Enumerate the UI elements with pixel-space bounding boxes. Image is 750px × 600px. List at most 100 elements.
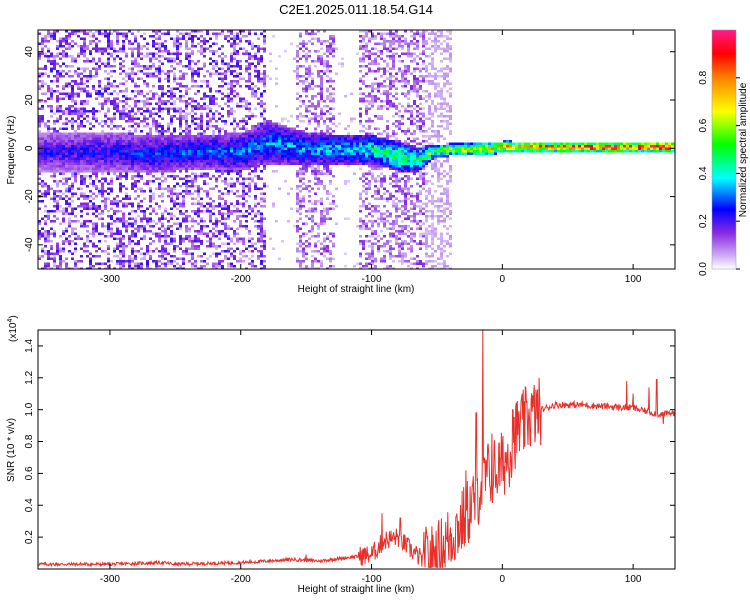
spectrogram-cell <box>134 232 137 235</box>
spectrogram-cell <box>86 140 89 143</box>
spectrogram-cell <box>155 152 158 155</box>
spectrogram-cell <box>215 217 218 220</box>
spectrogram-cell <box>104 135 107 138</box>
spectrogram-cell <box>182 140 185 143</box>
spectrogram-cell <box>218 237 221 240</box>
spectrogram-cell <box>71 155 74 158</box>
spectrogram-cell <box>296 115 299 118</box>
spectrogram-cell <box>296 185 299 188</box>
spectrogram-cell <box>191 147 194 150</box>
spectrogram-cell <box>167 170 170 173</box>
spectrogram-cell <box>257 60 260 63</box>
spectrogram-cell <box>275 67 278 70</box>
spectrogram-cell <box>131 205 134 208</box>
spectrogram-cell <box>230 262 233 265</box>
spectrogram-cell <box>221 52 224 55</box>
spectrogram-cell <box>359 235 362 238</box>
spectrogram-cell <box>320 145 323 148</box>
spectrogram-cell <box>254 182 257 185</box>
spectrogram-cell <box>80 147 83 150</box>
spectrogram-cell <box>191 165 194 168</box>
spectrogram-cell <box>227 82 230 85</box>
spectrogram-cell <box>188 157 191 160</box>
spectrogram-cell <box>299 162 302 165</box>
spectrogram-cell <box>326 137 329 140</box>
spectrogram-cell <box>122 35 125 38</box>
spectrogram-cell <box>215 162 218 165</box>
spectrogram-cell <box>137 42 140 45</box>
spectrogram-cell <box>125 245 128 248</box>
spectrogram-cell <box>299 200 302 203</box>
spectrogram-cell <box>173 137 176 140</box>
spectrogram-cell <box>359 70 362 73</box>
spectrogram-cell <box>251 57 254 60</box>
spectrogram-cell <box>173 255 176 258</box>
spectrogram-cell <box>47 32 50 35</box>
spectrogram-cell <box>143 80 146 83</box>
spectrogram-cell <box>116 205 119 208</box>
spectrogram-cell <box>197 102 200 105</box>
spectrogram-cell <box>92 147 95 150</box>
spectrogram-cell <box>77 35 80 38</box>
spectrogram-cell <box>248 237 251 240</box>
spectrogram-cell <box>239 157 242 160</box>
spectrogram-cell <box>38 100 41 103</box>
spectrogram-cell <box>158 87 161 90</box>
spectrogram-cell <box>320 265 323 268</box>
spectrogram-cell <box>356 145 359 148</box>
spectrogram-cell <box>107 62 110 65</box>
spectrogram-cell <box>254 67 257 70</box>
spectrogram-cell <box>44 157 47 160</box>
spectrogram-cell <box>197 140 200 143</box>
spectrogram-cell <box>179 222 182 225</box>
spectrogram-cell <box>326 140 329 143</box>
spectrogram-cell <box>329 217 332 220</box>
spectrogram-cell <box>263 150 266 153</box>
spectrogram-cell <box>122 42 125 45</box>
spectrogram-cell <box>185 155 188 158</box>
spectrogram-cell <box>182 100 185 103</box>
spectrogram-cell <box>41 160 44 163</box>
spectrogram-cell <box>275 147 278 150</box>
spectrogram-cell <box>182 205 185 208</box>
spectrogram-cell <box>305 42 308 45</box>
spectrogram-cell <box>230 92 233 95</box>
spectrogram-cell <box>107 227 110 230</box>
spectrogram-cell <box>206 207 209 210</box>
spectrogram-cell <box>158 145 161 148</box>
spectrogram-cell <box>83 40 86 43</box>
spectrogram-cell <box>95 135 98 138</box>
spectrogram-cell <box>134 147 137 150</box>
spectrogram-cell <box>317 187 320 190</box>
spectrogram-cell <box>263 182 266 185</box>
spectrogram-cell <box>113 160 116 163</box>
spectrogram-cell <box>185 135 188 138</box>
spectrogram-cell <box>116 195 119 198</box>
spectrogram-cell <box>203 95 206 98</box>
spectrogram-cell <box>167 220 170 223</box>
spectrogram-cell <box>125 150 128 153</box>
spectrogram-cell <box>221 45 224 48</box>
spectrogram-cell <box>86 45 89 48</box>
spectrogram-cell <box>47 35 50 38</box>
spectrogram-cell <box>170 190 173 193</box>
spectrogram-cell <box>329 157 332 160</box>
spectrogram-cell <box>179 185 182 188</box>
spectrogram-cell <box>179 70 182 73</box>
spectrogram-cell <box>218 130 221 133</box>
spectrogram-cell <box>86 152 89 155</box>
spectrogram-cell <box>50 35 53 38</box>
spectrogram-cell <box>170 152 173 155</box>
spectrogram-cell <box>140 45 143 48</box>
spectrogram-cell <box>185 137 188 140</box>
spectrogram-cell <box>218 220 221 223</box>
spectrogram-cell <box>311 135 314 138</box>
spectrogram-cell <box>98 267 101 269</box>
spectrogram-cell <box>137 62 140 65</box>
spectrogram-cell <box>62 45 65 48</box>
spectrogram-cell <box>191 240 194 243</box>
spectrogram-cell <box>317 120 320 123</box>
spectrogram-cell <box>185 132 188 135</box>
spectrogram-cell <box>221 137 224 140</box>
